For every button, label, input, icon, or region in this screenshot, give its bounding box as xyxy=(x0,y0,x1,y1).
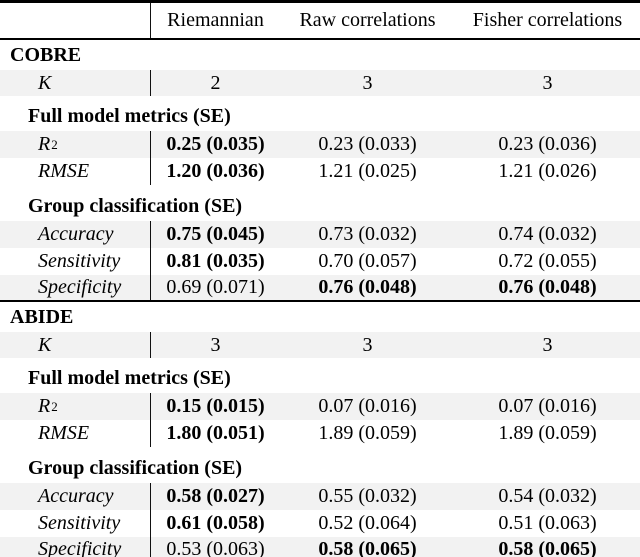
group-heading-full-model-metrics: Full model metrics (SE) xyxy=(0,358,640,393)
column-header-raw-correlations: Raw correlations xyxy=(299,9,436,31)
cell-value: 0.72 (0.055) xyxy=(498,250,597,272)
section-title-abide: ABIDE xyxy=(0,302,640,332)
row-label-sensitivity: Sensitivity xyxy=(38,250,121,272)
cell-value: 3 xyxy=(362,71,373,94)
row-label-sensitivity: Sensitivity xyxy=(38,512,121,534)
row-label-specificity: Specificity xyxy=(38,538,122,557)
header-empty-cell xyxy=(0,3,150,38)
table-row-cobre-specificity: Specificity 0.69 (0.071) 0.76 (0.048) 0.… xyxy=(0,275,640,300)
table-row-abide-k: K 3 3 3 xyxy=(0,332,640,358)
column-header-fisher-correlations: Fisher correlations xyxy=(472,9,623,31)
cell-value: 0.76 (0.048) xyxy=(318,276,417,298)
cell-value: 3 xyxy=(542,71,553,94)
cell-value: 0.07 (0.016) xyxy=(318,395,417,417)
table-row-abide-sensitivity: Sensitivity 0.61 (0.058) 0.52 (0.064) 0.… xyxy=(0,510,640,537)
cell-value: 3 xyxy=(362,333,373,356)
section-title-text: ABIDE xyxy=(10,305,74,328)
cell-value: 0.70 (0.057) xyxy=(318,250,417,272)
cell-value: 0.58 (0.027) xyxy=(150,483,280,510)
cell-value: 1.80 (0.051) xyxy=(150,420,280,447)
cell-value: 0.61 (0.058) xyxy=(150,510,280,537)
cell-value: 0.55 (0.032) xyxy=(318,485,417,507)
cell-value: 0.76 (0.048) xyxy=(498,276,597,298)
cell-value: 2 xyxy=(150,70,280,96)
cell-value: 1.21 (0.025) xyxy=(318,160,417,182)
section-title-text: COBRE xyxy=(10,43,82,66)
cell-value: 0.25 (0.035) xyxy=(150,131,280,158)
cell-value: 1.89 (0.059) xyxy=(498,422,597,444)
row-label-rmse: RMSE xyxy=(38,160,90,182)
section-divider-rule xyxy=(0,300,640,302)
cell-value: 0.75 (0.045) xyxy=(150,221,280,248)
column-header-riemannian: Riemannian xyxy=(150,3,280,38)
row-label-k: K xyxy=(38,71,52,94)
cell-value: 0.53 (0.063) xyxy=(150,537,280,557)
cell-value: 1.20 (0.036) xyxy=(150,158,280,185)
table-row-abide-rmse: RMSE 1.80 (0.051) 1.89 (0.059) 1.89 (0.0… xyxy=(0,420,640,447)
cell-value: 0.69 (0.071) xyxy=(150,275,280,300)
group-heading-group-classification: Group classification (SE) xyxy=(0,447,640,483)
table-row-cobre-k: K 2 3 3 xyxy=(0,70,640,96)
cell-value: 0.81 (0.035) xyxy=(150,248,280,275)
cell-value: 0.73 (0.032) xyxy=(318,223,417,245)
table-row-cobre-accuracy: Accuracy 0.75 (0.045) 0.73 (0.032) 0.74 … xyxy=(0,221,640,248)
group-heading-full-model-metrics: Full model metrics (SE) xyxy=(0,96,640,131)
header-rule xyxy=(0,38,640,40)
table-row-abide-specificity: Specificity 0.53 (0.063) 0.58 (0.065) 0.… xyxy=(0,537,640,557)
table-row-cobre-rmse: RMSE 1.20 (0.036) 1.21 (0.025) 1.21 (0.0… xyxy=(0,158,640,185)
cell-value: 0.58 (0.065) xyxy=(318,538,417,557)
group-heading-text: Group classification (SE) xyxy=(28,457,243,479)
cell-value: 0.51 (0.063) xyxy=(498,512,597,534)
cell-value: 0.23 (0.036) xyxy=(498,133,597,155)
cell-value: 0.58 (0.065) xyxy=(498,538,597,557)
cell-value: 1.21 (0.026) xyxy=(498,160,597,182)
cell-value: 0.15 (0.015) xyxy=(150,393,280,420)
cell-value: 3 xyxy=(150,332,280,358)
row-label-accuracy: Accuracy xyxy=(38,223,114,245)
table-row-abide-accuracy: Accuracy 0.58 (0.027) 0.55 (0.032) 0.54 … xyxy=(0,483,640,510)
top-rule xyxy=(0,0,640,3)
cell-value: 0.54 (0.032) xyxy=(498,485,597,507)
header-row: Riemannian Raw correlations Fisher corre… xyxy=(0,3,640,38)
row-label-specificity: Specificity xyxy=(38,276,122,298)
cell-value: 3 xyxy=(542,333,553,356)
cell-value: 0.07 (0.016) xyxy=(498,395,597,417)
group-heading-group-classification: Group classification (SE) xyxy=(0,185,640,221)
cell-value: 1.89 (0.059) xyxy=(318,422,417,444)
row-label-accuracy: Accuracy xyxy=(38,485,114,507)
table-row-cobre-sensitivity: Sensitivity 0.81 (0.035) 0.70 (0.057) 0.… xyxy=(0,248,640,275)
group-heading-text: Group classification (SE) xyxy=(28,195,243,217)
group-heading-text: Full model metrics (SE) xyxy=(28,367,231,389)
row-label-k: K xyxy=(38,333,52,356)
cell-value: 0.52 (0.064) xyxy=(318,512,417,534)
section-title-cobre: COBRE xyxy=(0,40,640,70)
cell-value: 0.74 (0.032) xyxy=(498,223,597,245)
group-heading-text: Full model metrics (SE) xyxy=(28,105,231,127)
cell-value: 0.23 (0.033) xyxy=(318,133,417,155)
row-label-rmse: RMSE xyxy=(38,422,90,444)
